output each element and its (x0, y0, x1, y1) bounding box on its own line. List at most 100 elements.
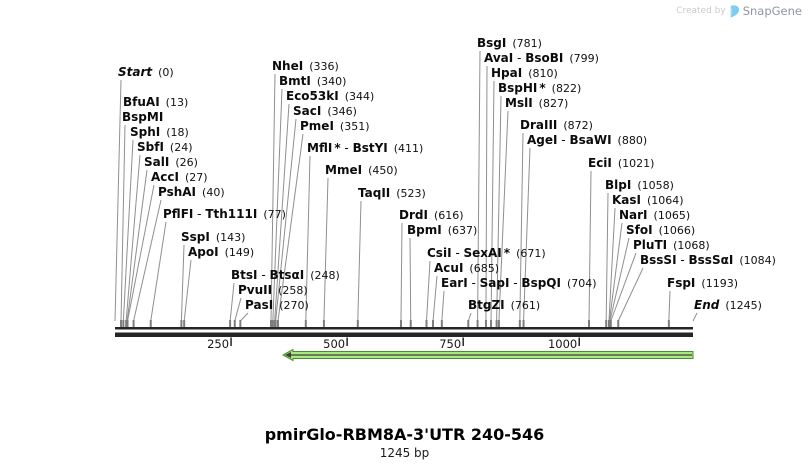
site-position: (40) (202, 186, 225, 199)
connector-line (409, 237, 412, 322)
enzyme-name: TaqII (358, 186, 391, 200)
site-label-pshai[interactable]: PshAI (40) (158, 186, 225, 200)
site-label-csii[interactable]: CsiI - SexAI * (671) (427, 246, 546, 261)
site-label-pluti[interactable]: PluTI (1068) (633, 239, 710, 253)
ruler-number-1000: 1000 (547, 337, 578, 351)
enzyme-name: CsiI (427, 246, 452, 260)
site-label-drdi[interactable]: DrdI (616) (399, 209, 464, 223)
sequence-bar (115, 327, 693, 330)
site-position: (27) (184, 171, 208, 184)
site-label-saci[interactable]: SacI (346) (293, 105, 357, 119)
connector-line (183, 259, 192, 322)
site-label-bsphi[interactable]: BspHI * (822) (498, 82, 581, 96)
site-position: (1084) (739, 254, 776, 267)
enzyme-name: BsoBI (525, 51, 564, 65)
connector-line (432, 275, 438, 322)
site-label-avai[interactable]: AvaI - BsoBI (799) (484, 51, 599, 66)
site-label-apoi[interactable]: ApoI (149) (188, 246, 254, 260)
enzyme-name: BssSI (640, 253, 677, 267)
site-label-bspmi[interactable]: BspMI (122, 111, 163, 124)
site-label-msli[interactable]: MslI (827) (505, 97, 569, 111)
site-label-pflfi[interactable]: PflFI - Tth111I (77) (163, 207, 286, 222)
enzyme-name: EarI (441, 276, 468, 290)
label-separator: - (513, 51, 526, 65)
watermark-brand-text: SnapGene (742, 4, 802, 18)
connector-line (133, 199, 162, 322)
site-label-bmti[interactable]: BmtI (340) (279, 74, 346, 89)
snapgene-watermark: Created by SnapGene (676, 4, 802, 18)
enzyme-name: Eco53kI (286, 89, 339, 103)
enzyme-name: NarI (619, 208, 648, 222)
site-label-btsi[interactable]: BtsI - BtsαI (248) (231, 269, 340, 283)
site-label-bsssi[interactable]: BssSI - BssSαI (1084) (640, 253, 776, 268)
site-label-draiii[interactable]: DraIII (872) (520, 119, 593, 133)
connector-line (609, 237, 630, 322)
site-label-btgzi[interactable]: BtgZI (761) (468, 299, 541, 313)
site-label-sfoi[interactable]: SfoI (1066) (626, 224, 696, 238)
connector-line (270, 73, 276, 322)
site-label-pvuii[interactable]: PvuII (258) (238, 284, 308, 298)
site-label-bpmi[interactable]: BpmI (637) (407, 224, 477, 238)
site-label-hpai[interactable]: HpaI (810) (491, 67, 558, 81)
site-label-mmei[interactable]: MmeI (450) (325, 164, 398, 178)
start-label[interactable]: Start (0) (118, 65, 174, 80)
site-label-nari[interactable]: NarI (1065) (619, 208, 690, 223)
site-position: (810) (528, 67, 558, 80)
site-label-agei[interactable]: AgeI - BsaWI (880) (527, 133, 648, 148)
site-position: (13) (165, 96, 189, 109)
site-label-sphi[interactable]: SphI (18) (130, 126, 189, 140)
site-label-eco53ki[interactable]: Eco53kI (344) (286, 89, 374, 104)
enzyme-name: BsaWI (569, 133, 612, 147)
site-label-sspi[interactable]: SspI (143) (181, 231, 246, 245)
site-label-acui[interactable]: AcuI (685) (434, 261, 499, 276)
connector-line (323, 177, 329, 322)
enzyme-name: BmtI (279, 74, 311, 88)
connector-line (485, 65, 488, 322)
site-position: (143) (215, 231, 246, 244)
connector-line (180, 244, 185, 322)
end-label[interactable]: End (1245) (694, 299, 762, 313)
site-label-pmei[interactable]: PmeI (351) (300, 120, 370, 134)
site-position: (880) (617, 134, 648, 147)
enzyme-name: BsgI (477, 36, 507, 50)
connector-line (126, 169, 148, 322)
site-label-eari[interactable]: EarI - SapI - BspQI (704) (441, 276, 597, 291)
site-position: (258) (278, 284, 308, 297)
connector-line (229, 282, 235, 322)
site-label-mfli[interactable]: MflI * - BstYI (411) (307, 141, 423, 156)
ruler-number-750: 750 (439, 337, 462, 351)
site-label-bsgi[interactable]: BsgI (781) (477, 36, 542, 51)
site-label-blpi[interactable]: BlpI (1058) (605, 179, 674, 193)
connector-line (272, 88, 283, 322)
site-label-pasi[interactable]: PasI (270) (245, 299, 309, 313)
site-label-sbfi[interactable]: SbfI (24) (137, 140, 193, 155)
enzyme-name: Tth111I (205, 207, 258, 221)
site-label-ecii[interactable]: EciI (1021) (588, 157, 654, 171)
site-label-taqii[interactable]: TaqII (523) (358, 186, 426, 201)
site-label-acci[interactable]: AccI (27) (151, 171, 208, 185)
enzyme-name: AcuI (434, 261, 464, 275)
enzyme-name: SbfI (137, 140, 164, 154)
site-label-fspi[interactable]: FspI (1193) (667, 277, 738, 291)
label-separator: - (193, 207, 206, 221)
connector-line (120, 124, 126, 322)
enzyme-name: Start (118, 65, 153, 79)
site-label-kasi[interactable]: KasI (1064) (612, 194, 684, 208)
site-position: (248) (310, 269, 340, 282)
site-label-sali[interactable]: SalI (26) (144, 156, 198, 170)
connector-line (605, 192, 609, 322)
site-position: (77) (263, 208, 286, 221)
site-label-nhei[interactable]: NheI (336) (272, 60, 339, 74)
site-position: (827) (538, 97, 569, 110)
enzyme-name: MflI (307, 141, 333, 155)
site-position: (1066) (658, 224, 696, 237)
site-position: (872) (563, 119, 593, 132)
feature-arrow-core-head (285, 352, 291, 358)
site-position: (761) (510, 299, 541, 312)
enzyme-name: AvaI (484, 51, 514, 65)
connector-line (610, 252, 637, 322)
label-separator: - (557, 133, 570, 147)
site-position: (450) (368, 164, 398, 177)
site-label-bfuai[interactable]: BfuAI (13) (123, 96, 189, 110)
